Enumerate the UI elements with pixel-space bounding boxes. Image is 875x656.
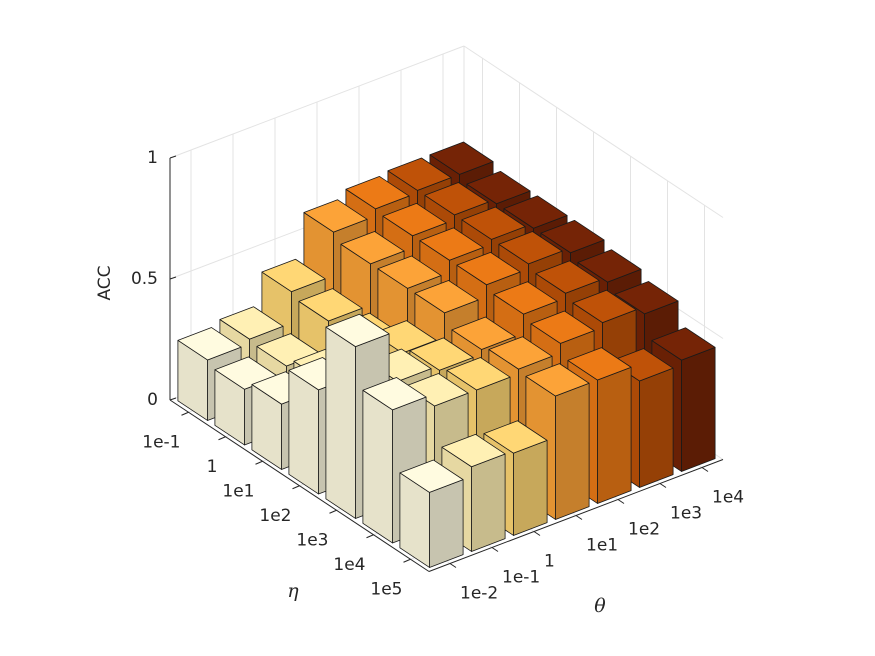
bar-side (288, 369, 319, 495)
bar-top (261, 258, 326, 293)
bar-front (555, 382, 590, 520)
x-tick-label: 1e4 (712, 488, 744, 508)
bar-front (597, 366, 632, 504)
z-tick (169, 155, 177, 159)
z-axis-label: ACC (95, 265, 115, 300)
bar-front (639, 367, 674, 488)
bar-top (493, 281, 558, 315)
x-tick (533, 531, 541, 536)
z-tick-label: 0 (147, 390, 158, 410)
bar-top (651, 327, 716, 361)
x-tick (491, 547, 499, 552)
x-tick (449, 563, 457, 568)
y-tick (181, 411, 189, 416)
bar-front (471, 453, 506, 552)
bar-top (530, 310, 595, 344)
bar-top (441, 433, 506, 468)
bar-top (399, 459, 464, 493)
y-tick-label: 1e1 (222, 481, 254, 501)
bar-top (424, 182, 489, 216)
bar-front (681, 346, 716, 472)
x-tick-label: 1e-1 (502, 568, 540, 588)
x-tick (701, 467, 709, 472)
bar-top (362, 377, 427, 411)
bar-top (419, 227, 484, 261)
bar-top (577, 249, 642, 283)
bar-top (488, 336, 553, 370)
bar-front (429, 479, 464, 568)
y-tick (366, 534, 374, 539)
y-tick (255, 460, 263, 465)
bar-top (503, 195, 568, 229)
y-tick (329, 509, 337, 514)
bar-top (614, 281, 679, 315)
z-tick-label: 0.5 (131, 269, 158, 289)
bar-top (498, 231, 563, 265)
bar-top (377, 255, 442, 289)
bar-top (525, 363, 590, 397)
bar-top (466, 170, 531, 205)
x-axis-label: θ (594, 595, 606, 617)
x-tick (659, 483, 667, 488)
bar-side (362, 389, 393, 544)
bar (399, 459, 464, 568)
bar-top (340, 231, 405, 265)
y-tick (403, 558, 411, 563)
bar-top (345, 176, 410, 210)
bar-top (372, 320, 437, 354)
y-axis-label: η (287, 580, 299, 602)
y-tick-label: 1e-1 (142, 432, 180, 452)
z-tick (169, 397, 177, 401)
y-tick-label: 1e3 (296, 530, 328, 550)
bar-top (446, 357, 511, 391)
bar-top (303, 199, 368, 233)
y-tick (218, 436, 226, 441)
x-tick-label: 1 (544, 552, 555, 572)
bar-top (451, 316, 516, 350)
bar-top (567, 347, 632, 381)
x-tick (617, 499, 625, 504)
x-tick (575, 515, 583, 520)
x-tick-label: 1e3 (670, 504, 702, 524)
y-tick-label: 1e5 (370, 579, 402, 599)
bar-top (409, 337, 474, 371)
x-tick-label: 1e-2 (460, 584, 498, 604)
bar-top (414, 280, 479, 314)
bar-top (429, 141, 494, 175)
z-tick (169, 276, 177, 280)
bar-top (298, 288, 363, 322)
bar-top (382, 202, 447, 237)
bar-top (483, 420, 548, 454)
bar-side (325, 326, 356, 519)
y-tick-label: 1e2 (259, 506, 291, 526)
x-tick-label: 1e2 (628, 520, 660, 540)
bar-front (513, 439, 548, 536)
y-tick (292, 485, 300, 490)
y-tick-label: 1 (207, 457, 218, 477)
bar-top (535, 260, 600, 294)
bar-top (387, 157, 452, 191)
bar-top (325, 313, 390, 348)
x-tick-label: 1e1 (586, 536, 618, 556)
bar-top (572, 289, 637, 323)
bar-top (540, 219, 605, 254)
y-tick-label: 1e4 (333, 555, 365, 575)
bar-top (456, 251, 521, 286)
bar-top (177, 327, 242, 361)
z-tick-label: 1 (147, 148, 158, 168)
bar-top (219, 306, 284, 340)
bar-top (461, 206, 526, 240)
